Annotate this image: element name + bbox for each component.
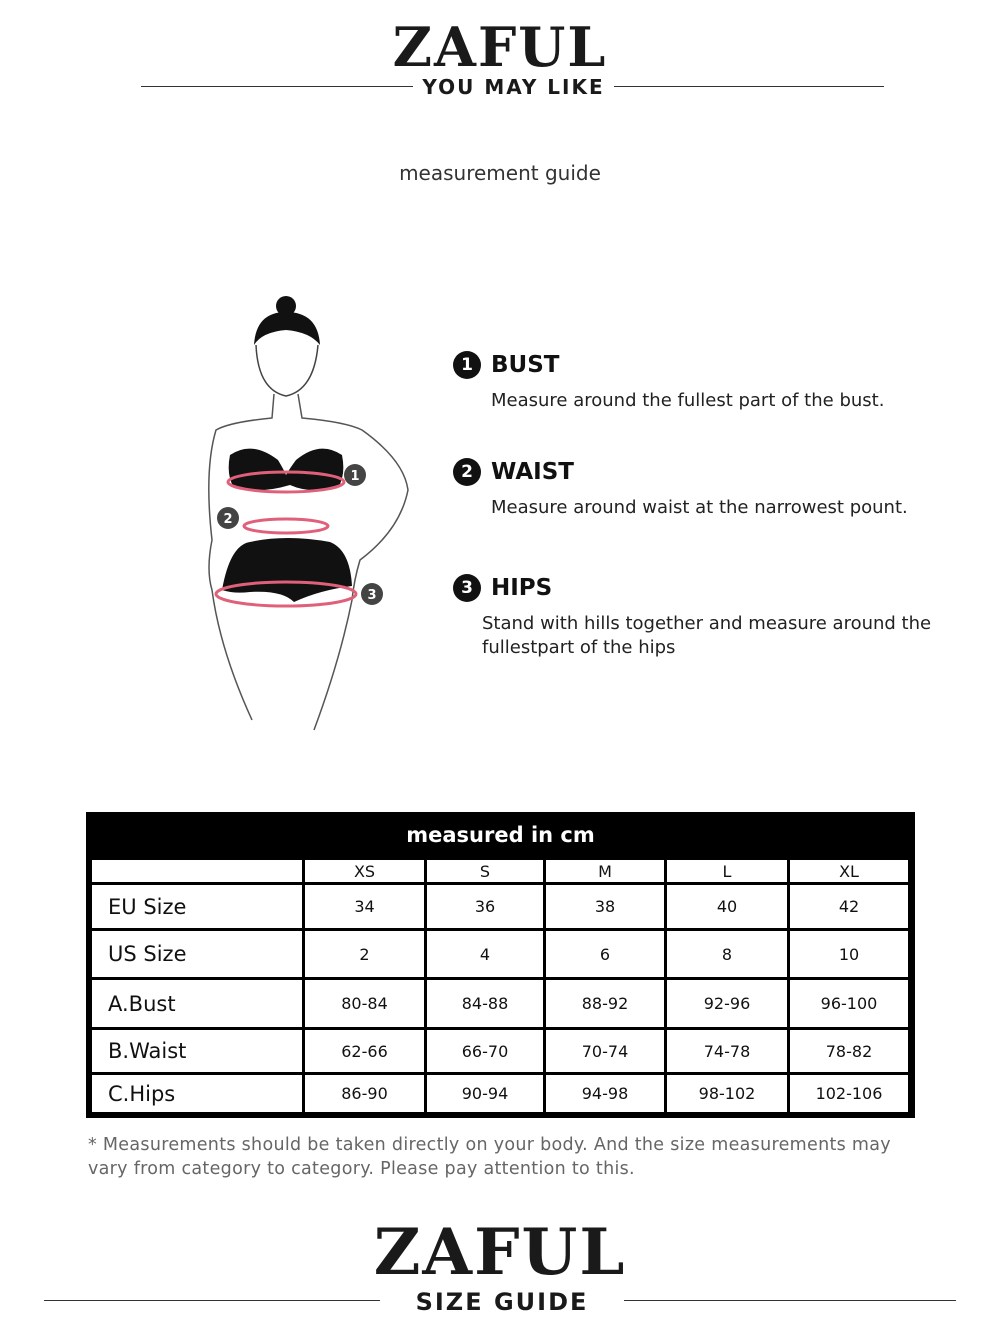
- table-cell: 88-92: [546, 980, 664, 1027]
- number-2-icon: 2: [453, 458, 481, 486]
- table-cell: 74-78: [667, 1030, 787, 1072]
- waist-heading: WAIST: [491, 459, 574, 485]
- column-header: S: [427, 860, 543, 882]
- table-cell: 102-106: [790, 1075, 908, 1112]
- table-cell: 2: [305, 931, 424, 977]
- waist-description: Measure around waist at the narrowest po…: [491, 497, 908, 518]
- divider: [141, 86, 413, 87]
- footer-brand-logo: ZAFUL: [373, 1215, 627, 1290]
- table-cell: 78-82: [790, 1030, 908, 1072]
- divider: [614, 86, 884, 87]
- table-cell: 98-102: [667, 1075, 787, 1112]
- table-cell: 62-66: [305, 1030, 424, 1072]
- svg-text:3: 3: [367, 588, 376, 603]
- row-label: US Size: [92, 931, 302, 977]
- table-cell: 80-84: [305, 980, 424, 1027]
- row-label: C.Hips: [92, 1075, 302, 1112]
- number-3-icon: 3: [453, 574, 481, 602]
- row-label: B.Waist: [92, 1030, 302, 1072]
- table-cell: 86-90: [305, 1075, 424, 1112]
- table-cell: 34: [305, 885, 424, 928]
- column-header: L: [667, 860, 787, 882]
- table-cell: 6: [546, 931, 664, 977]
- section-subtitle: YOU MAY LIKE: [422, 75, 605, 99]
- body-measurement-figure: 1 2 3: [208, 296, 409, 731]
- table-cell: 96-100: [790, 980, 908, 1027]
- table-cell: 70-74: [546, 1030, 664, 1072]
- column-header: XL: [790, 860, 908, 882]
- svg-text:2: 2: [223, 512, 232, 527]
- table-cell: 92-96: [667, 980, 787, 1027]
- footer-subtitle: SIZE GUIDE: [415, 1288, 589, 1316]
- bust-description: Measure around the fullest part of the b…: [491, 390, 885, 411]
- table-cell: 40: [667, 885, 787, 928]
- divider: [44, 1300, 380, 1301]
- table-cell: 90-94: [427, 1075, 543, 1112]
- measurement-note: * Measurements should be taken directly …: [88, 1135, 891, 1179]
- column-header: M: [546, 860, 664, 882]
- size-table: measured in cm XS S M L XL EU Size 34 36 38 40 42 U…: [86, 812, 915, 1118]
- hips-description: Stand with hills together and measure ar…: [482, 613, 932, 658]
- table-cell: 4: [427, 931, 543, 977]
- table-corner-cell: [92, 860, 302, 882]
- row-label: EU Size: [92, 885, 302, 928]
- table-cell: 84-88: [427, 980, 543, 1027]
- marker-2: 2: [217, 507, 239, 529]
- table-cell: 10: [790, 931, 908, 977]
- svg-text:1: 1: [350, 469, 359, 484]
- table-cell: 38: [546, 885, 664, 928]
- guide-title: measurement guide: [399, 161, 601, 185]
- brand-logo: ZAFUL: [392, 15, 608, 79]
- table-cell: 36: [427, 885, 543, 928]
- column-header: XS: [305, 860, 424, 882]
- hips-heading: HIPS: [491, 575, 553, 601]
- marker-1: 1: [344, 464, 366, 486]
- bust-heading: BUST: [491, 352, 560, 378]
- table-title: measured in cm: [406, 823, 595, 847]
- table-cell: 42: [790, 885, 908, 928]
- divider: [624, 1300, 956, 1301]
- row-label: A.Bust: [92, 980, 302, 1027]
- table-cell: 8: [667, 931, 787, 977]
- number-1-icon: 1: [453, 351, 481, 379]
- table-cell: 66-70: [427, 1030, 543, 1072]
- marker-3: 3: [361, 583, 383, 605]
- table-cell: 94-98: [546, 1075, 664, 1112]
